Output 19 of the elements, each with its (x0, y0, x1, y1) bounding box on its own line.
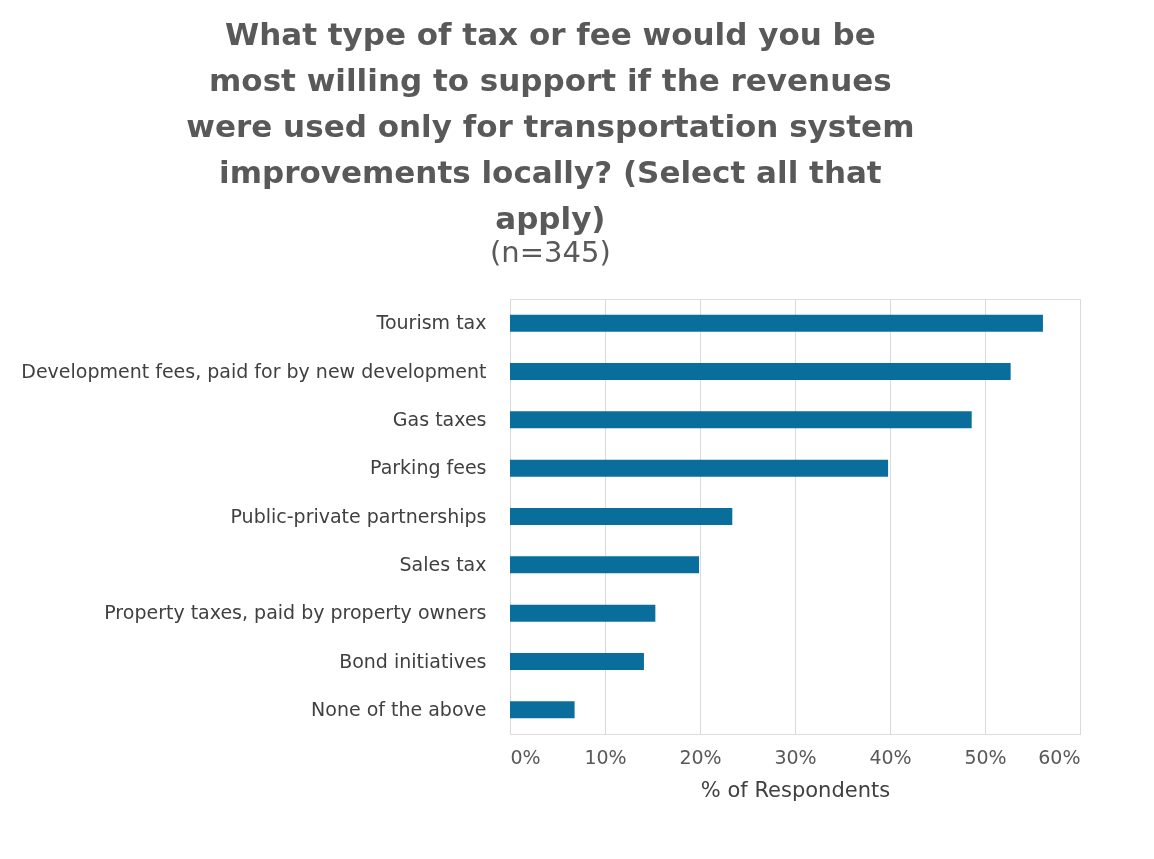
x-tick-label: 10% (584, 745, 627, 768)
x-tick-label: 0% (510, 745, 541, 768)
x-tick-label: 40% (869, 745, 912, 768)
y-tick-label: Public-private partnerships (230, 504, 487, 527)
x-tick-label: 20% (679, 745, 722, 768)
chart-subtitle: (n=345) (490, 235, 611, 269)
x-tick-label: 50% (964, 745, 1007, 768)
y-tick-label: Gas taxes (392, 407, 487, 430)
y-tick-label: None of the above (311, 697, 487, 720)
y-tick-label: Development fees, paid for by new development (21, 359, 487, 382)
x-tick-label: 60% (1038, 745, 1081, 768)
y-tick-label: Tourism tax (375, 311, 487, 334)
y-tick-label: Sales tax (399, 552, 487, 575)
x-axis-title: % of Respondents (700, 777, 891, 802)
x-tick-label: 30% (774, 745, 817, 768)
y-tick-label: Property taxes, paid by property owners (104, 601, 487, 624)
y-tick-label: Parking fees (370, 456, 487, 479)
y-tick-label: Bond initiatives (339, 649, 487, 672)
chart-title: What type of tax or fee would you be most willing to support if the revenues were used only for transportation system improvements locally? (Select all that apply) (186, 16, 915, 236)
